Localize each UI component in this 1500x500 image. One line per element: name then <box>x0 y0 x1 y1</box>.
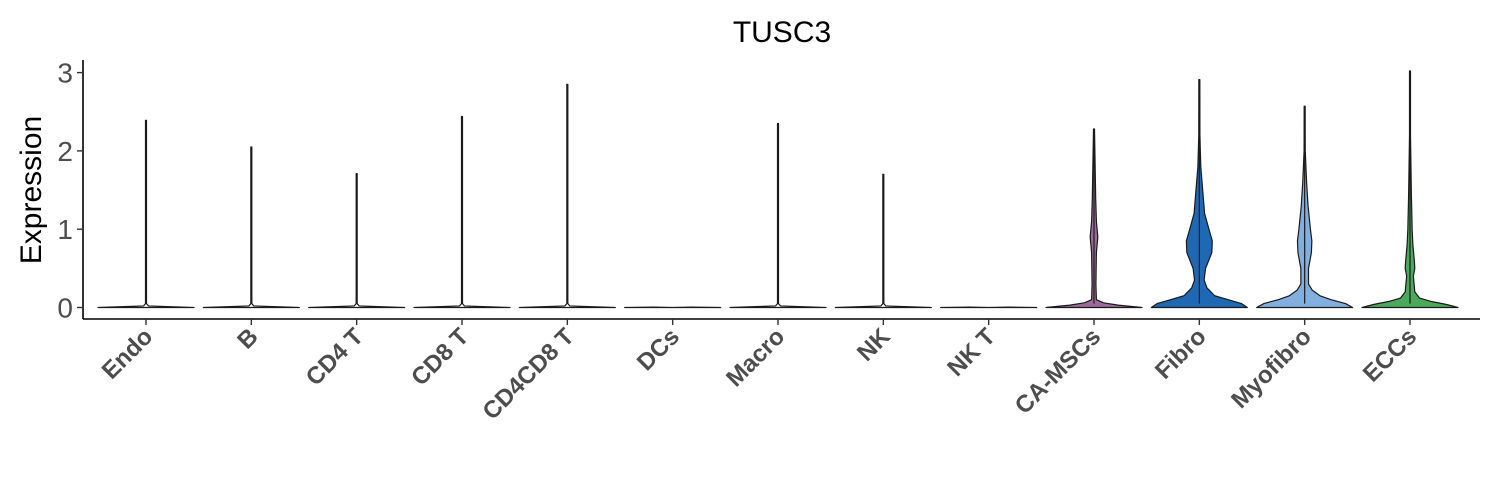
x-tick-label: B <box>232 323 263 354</box>
x-tick-label: Endo <box>97 323 159 385</box>
x-tick-label: NK T <box>942 323 1001 382</box>
x-tick-label: CA-MSCs <box>1010 323 1106 419</box>
y-axis-label: Expression <box>15 116 48 264</box>
y-tick-label: 0 <box>57 293 73 324</box>
x-tick-label: DCs <box>632 323 685 376</box>
x-tick-label: NK <box>852 323 896 367</box>
x-tick-label: Macro <box>721 323 790 392</box>
y-tick-label: 3 <box>57 58 73 89</box>
violin-group <box>97 70 1459 309</box>
y-tick-label: 1 <box>57 214 73 245</box>
axes <box>82 60 1480 320</box>
x-tick-label: CD4 T <box>301 323 369 391</box>
x-ticks: Endo B CD4 T CD8 T CD4CD8 T DCs Macro NK NK T CA-… <box>97 319 1422 425</box>
y-ticks: 0 1 2 3 <box>57 58 83 324</box>
x-tick-label: ECCs <box>1358 323 1422 387</box>
x-tick-label: CD8 T <box>406 323 474 391</box>
x-tick-label: Fibro <box>1150 323 1212 385</box>
y-tick-label: 2 <box>57 136 73 167</box>
chart-title: TUSC3 <box>733 16 831 49</box>
x-tick-label: CD4CD8 T <box>477 323 579 425</box>
x-tick-label: Myofibro <box>1226 323 1317 414</box>
